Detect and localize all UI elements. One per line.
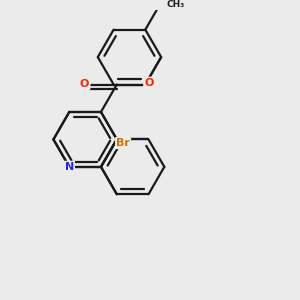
Text: CH₃: CH₃: [166, 0, 184, 9]
Text: O: O: [80, 79, 89, 89]
Text: N: N: [65, 162, 74, 172]
Text: O: O: [144, 78, 154, 88]
Text: Br: Br: [116, 138, 130, 148]
